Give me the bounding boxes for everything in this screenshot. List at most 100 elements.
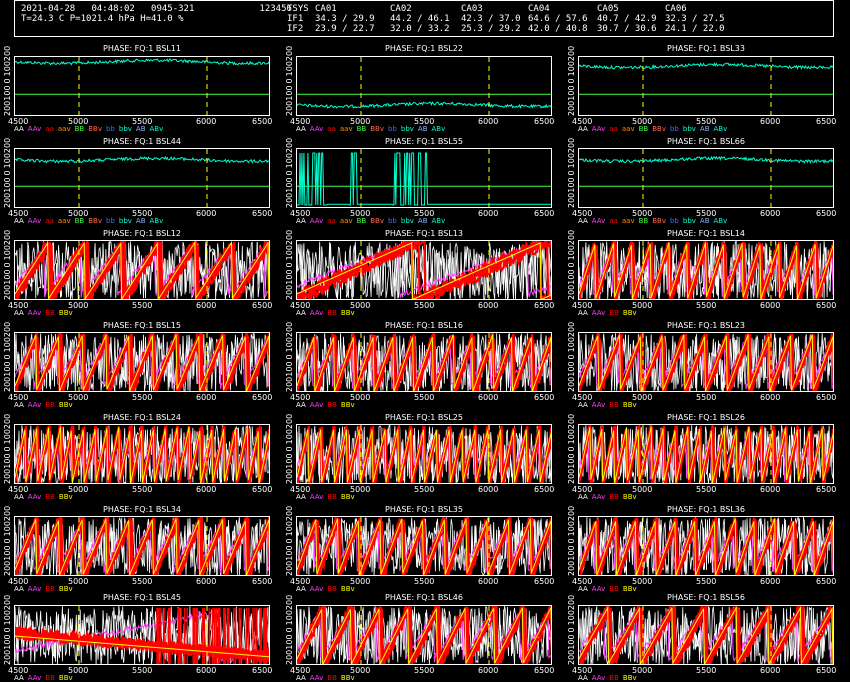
- phase-plot: [296, 240, 552, 300]
- plot-canvas: [297, 333, 551, 391]
- x-tick-label: 5500: [132, 117, 153, 126]
- legend-entry: AA: [578, 217, 588, 225]
- phase-plot: [296, 605, 552, 665]
- legend-entry: bbv: [118, 125, 132, 133]
- phase-trace-aav: [15, 244, 269, 298]
- legend-entry: BBv: [58, 585, 73, 593]
- y-tick-label: 200100: [567, 177, 576, 208]
- y-tick-label: 200100: [3, 85, 12, 116]
- x-tick-label: 5500: [132, 577, 153, 586]
- y-tick-label: 100200: [3, 229, 12, 261]
- y-tick-label: 100200: [567, 137, 576, 169]
- legend-entry: AAv: [591, 125, 606, 133]
- y-tick-label: 0: [3, 354, 12, 360]
- legend-entry: BB: [609, 401, 619, 409]
- phase-plot: [578, 240, 834, 300]
- legend-entry: AA: [296, 674, 306, 682]
- x-tick-label: 6000: [478, 117, 499, 126]
- legend-entry: BB: [356, 217, 367, 225]
- x-tick-label: 6000: [760, 666, 781, 675]
- plot-legend: AA AAv BB BBv: [14, 585, 77, 593]
- phase-plot: [296, 332, 552, 392]
- y-tick-label: 200100: [3, 177, 12, 208]
- legend-entry: aa: [609, 125, 618, 133]
- plot-legend: AA AAv BB BBv: [578, 309, 641, 317]
- plot-title: PHASE: FQ:1 BSL46: [385, 593, 463, 602]
- x-tick-label: 4500: [572, 117, 593, 126]
- x-tick-label: 6000: [196, 393, 217, 402]
- plot-legend: AA AAv BB BBv: [14, 674, 77, 682]
- x-tick-label: 4500: [290, 485, 311, 494]
- y-tick-label: 100200: [3, 413, 12, 445]
- x-tick-label: 6000: [196, 666, 217, 675]
- legend-entry: AAv: [591, 309, 606, 317]
- y-tick-labels: 2001000100200: [3, 593, 12, 665]
- phase-trace-aav: [579, 522, 833, 575]
- x-tick-label: 5500: [696, 393, 717, 402]
- legend-entry: AA: [578, 309, 588, 317]
- legend-entry: AA: [14, 585, 24, 593]
- legend-entry: BB: [638, 217, 649, 225]
- legend-entry: BBv: [622, 493, 637, 501]
- y-tick-label: 100200: [285, 505, 294, 537]
- phase-plot: [14, 56, 270, 116]
- y-tick-labels: 2001000100200: [285, 228, 294, 300]
- legend-entry: bbv: [118, 217, 132, 225]
- legend-entry: AAv: [591, 217, 606, 225]
- plot-canvas: [297, 517, 551, 575]
- plot-canvas: [579, 425, 833, 483]
- legend-entry: ABv: [431, 125, 446, 133]
- x-tick-label: 6500: [816, 209, 837, 218]
- legend-entry: aav: [57, 217, 71, 225]
- phase-trace-bbv: [579, 242, 833, 299]
- y-tick-label: 200100: [285, 177, 294, 208]
- phase-trace-aav: [297, 611, 551, 663]
- y-tick-label: 0: [285, 170, 294, 176]
- legend-entry: aav: [57, 125, 71, 133]
- x-tick-label: 5500: [414, 301, 435, 310]
- x-tick-label: 4500: [572, 485, 593, 494]
- phase-plot: [296, 516, 552, 576]
- x-tick-label: 5000: [632, 666, 653, 675]
- plot-legend: AA AAv aa aav BB BBv bb bbv AB ABv: [578, 125, 731, 133]
- x-tick-label: 4500: [290, 209, 311, 218]
- legend-entry: AAv: [27, 493, 42, 501]
- y-tick-label: 100200: [567, 594, 576, 626]
- phase-trace-bbv: [15, 334, 269, 391]
- x-tick-label: 4500: [290, 577, 311, 586]
- phase-plot: [578, 332, 834, 392]
- phase-plot: [296, 424, 552, 484]
- legend-entry: AB: [135, 125, 146, 133]
- phase-trace-bbv: [297, 334, 551, 391]
- x-tick-label: 6000: [760, 117, 781, 126]
- tsys-if2-value: 25.3 / 29.2: [461, 24, 521, 34]
- x-tick-label: 5500: [414, 117, 435, 126]
- x-tick-label: 6000: [196, 209, 217, 218]
- legend-entry: aa: [45, 217, 54, 225]
- plot-legend: AA AAv BB BBv: [578, 585, 641, 593]
- x-tick-label: 5000: [350, 209, 371, 218]
- plot-canvas: [15, 57, 269, 115]
- x-tick-label: 5000: [350, 301, 371, 310]
- plot-title: PHASE: FQ:1 BSL55: [385, 137, 463, 146]
- x-tick-label: 6000: [478, 393, 499, 402]
- x-tick-label: 4500: [8, 666, 29, 675]
- phase-plot: [578, 516, 834, 576]
- plot-canvas: [579, 517, 833, 575]
- x-tick-label: 6000: [760, 577, 781, 586]
- plot-title: PHASE: FQ:1 BSL16: [385, 321, 463, 330]
- plot-legend: AA AAv aa aav BB BBv bb bbv AB ABv: [14, 217, 167, 225]
- x-tick-label: 6500: [252, 209, 273, 218]
- y-tick-label: 100200: [3, 505, 12, 537]
- legend-entry: AAv: [27, 217, 42, 225]
- y-tick-label: 100200: [285, 229, 294, 261]
- legend-entry: bbv: [400, 217, 414, 225]
- x-tick-label: 5500: [414, 485, 435, 494]
- legend-entry: AA: [14, 125, 24, 133]
- plot-canvas: [15, 606, 269, 664]
- y-tick-label: 200100: [567, 269, 576, 300]
- legend-entry: bbv: [682, 217, 696, 225]
- legend-entry: AAv: [309, 674, 324, 682]
- x-tick-label: 5000: [350, 117, 371, 126]
- phase-trace: [297, 101, 551, 110]
